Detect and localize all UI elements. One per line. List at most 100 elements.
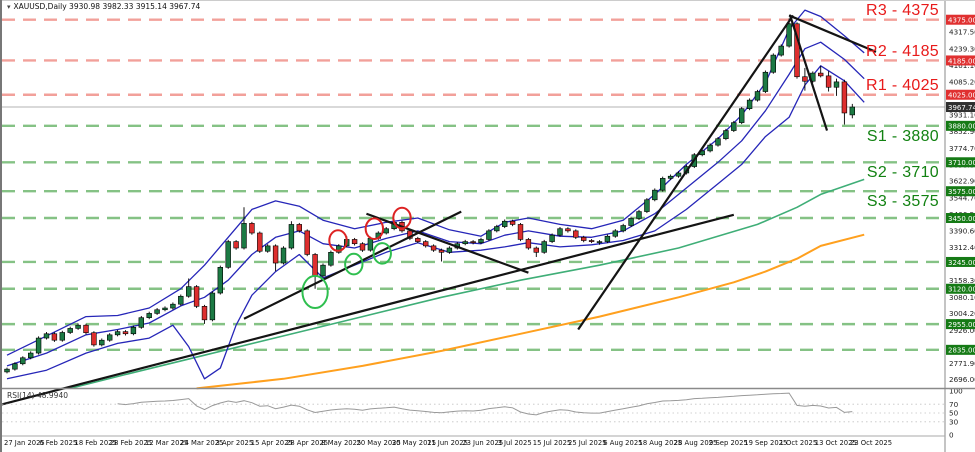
price-badge-label: 2955.00 [948, 321, 975, 329]
trendline[interactable] [2, 213, 735, 406]
date-label: 6 Aug 2025 [603, 439, 643, 447]
rsi-scale-label: 70 [949, 400, 959, 409]
price-badge-label: 3450.00 [948, 215, 975, 223]
ma-green-line [70, 178, 865, 390]
date-label: 1 Oct 2025 [779, 439, 818, 447]
date-label: 23 Oct 2025 [850, 439, 893, 447]
candle-body [367, 238, 374, 251]
resistance-label-r2: R2 - 4185 [866, 43, 939, 60]
trendline[interactable] [577, 14, 794, 331]
price-tick-label: 2771.90 [949, 359, 975, 368]
candle-body [778, 45, 784, 56]
candle-body [849, 106, 856, 116]
candle-body [731, 122, 737, 131]
price-tick-label: 3004.20 [949, 309, 975, 318]
date-label: 11 Jun 2025 [427, 439, 468, 447]
candle-body [841, 81, 848, 114]
price-tick-label: 3852.90 [949, 127, 975, 136]
symbol-ohlc-header: ▾ XAUUSD,Daily 3930.98 3982.33 3915.14 39… [7, 2, 200, 11]
date-label: 27 Jan 2025 [4, 439, 45, 447]
candle-body [272, 245, 279, 264]
price-tick-label: 2696.00 [949, 375, 975, 384]
candle-body [565, 228, 571, 232]
candle-body [794, 23, 800, 78]
candle-body [604, 235, 611, 242]
price-badge-label: 3880.00 [948, 123, 975, 131]
candle-body [320, 264, 326, 277]
rsi-scale-label: 50 [949, 409, 959, 418]
date-label: 28 Apr 2025 [286, 439, 329, 447]
date-label: 25 Jul 2025 [568, 439, 607, 447]
price-badge-label: 2835.00 [948, 347, 975, 355]
date-label: 18 Aug 2025 [638, 439, 683, 447]
candle-body [4, 368, 10, 373]
bollinger-middle-band [6, 41, 865, 367]
candle-body [470, 241, 476, 243]
candle-body [517, 224, 524, 240]
candle-body [533, 247, 540, 253]
candle-body [107, 334, 113, 341]
support-label-s3: S3 - 3575 [866, 193, 939, 210]
price-tick-label: 3544.70 [949, 193, 975, 202]
candle-body [186, 286, 192, 297]
green-circle-annotation [301, 274, 329, 310]
candle-body [91, 332, 97, 346]
support-price-badge [946, 120, 975, 131]
trendline[interactable] [243, 210, 462, 320]
candle-body [644, 199, 650, 212]
candle-body [75, 324, 81, 329]
trendline[interactable] [788, 14, 877, 53]
price-axis[interactable]: 4317.50 4239.30 4161.10 4085.20 3931.10 3852.… [946, 14, 975, 385]
trendlines-layer [2, 14, 877, 406]
trendline[interactable] [366, 212, 529, 274]
date-label: 12 Mar 2025 [145, 439, 189, 447]
support-label-s1: S1 - 3880 [866, 128, 939, 145]
support-price-badge [946, 319, 975, 330]
price-badge-label: 3245.00 [948, 259, 975, 267]
candle-body [27, 352, 34, 359]
candle-body [280, 247, 287, 264]
trendline[interactable] [788, 14, 829, 131]
candle-body [178, 295, 184, 305]
candle-body [446, 247, 453, 253]
candle-body [612, 230, 619, 237]
green-circle-annotation [344, 252, 364, 276]
candle-body [588, 240, 595, 242]
candle-body [209, 292, 216, 321]
candle-body [193, 286, 200, 307]
candle-body [257, 232, 263, 252]
date-axis[interactable]: 27 Jan 2025 6 Feb 2025 18 Feb 2025 28 Feb 2… [2, 438, 945, 452]
candle-body [478, 239, 484, 243]
candle-body [233, 241, 239, 249]
candle-body [802, 76, 808, 82]
annotation-circles-layer [301, 206, 412, 310]
candle-body [170, 303, 176, 309]
support-price-badge [946, 157, 975, 168]
candle-body [415, 238, 421, 242]
candle-body [762, 71, 769, 92]
resistance-label-r3: R3 - 4375 [866, 2, 939, 19]
candle-body [580, 237, 587, 241]
date-label: 18 Feb 2025 [74, 439, 117, 447]
date-label: 15 Jul 2025 [532, 439, 572, 447]
support-price-badge [946, 186, 975, 197]
candle-body [359, 243, 366, 251]
candle-body [67, 328, 73, 333]
rsi-scale-label: 0 [949, 431, 954, 440]
resistance-price-badge [946, 55, 975, 66]
price-badge-label: 4375.00 [948, 17, 975, 25]
candle-body [707, 144, 713, 152]
candle-body [833, 81, 840, 88]
support-price-badge [946, 344, 975, 355]
candle-body [620, 225, 626, 232]
candle-body [494, 226, 500, 232]
candle-body [438, 249, 445, 253]
candle-body [130, 327, 137, 335]
rsi-scale-label: 100 [949, 387, 963, 396]
candle-body [462, 241, 468, 245]
date-label: 6 Feb 2025 [39, 439, 78, 447]
candle-body [667, 175, 674, 179]
candle-body [59, 332, 66, 341]
date-label: 30 May 2025 [391, 439, 437, 447]
